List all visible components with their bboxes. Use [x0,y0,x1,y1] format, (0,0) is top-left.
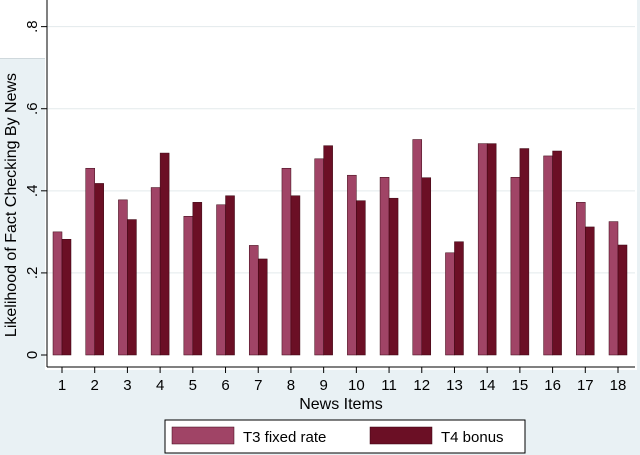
bar-t4-item-17 [585,226,595,356]
bar-t3-item-15 [510,177,521,356]
bar-t4-item-15 [519,148,530,356]
x-tick-label: 15 [512,377,529,394]
legend-swatch-t4 [369,426,433,445]
bar-t3-item-4 [150,187,161,356]
axes: 0.2.4.6.81 2 3 4 5 6 7 8 9 10 11 12 13 14 15 16 17 18 [24,0,635,394]
y-axis-label: Likelihood of Fact Checking By News [3,73,20,337]
y-tick-label: .8 [24,20,41,33]
bar-t4-item-2 [94,183,104,356]
x-tick-label: 4 [156,377,164,394]
bar-t3-item-6 [216,204,226,356]
x-tick-label: 9 [319,377,327,394]
bar-t4-item-6 [225,195,235,356]
bar-t4-item-18 [617,244,628,356]
bar-t4-item-4 [159,152,170,356]
y-tick-label: .4 [24,185,41,198]
bar-t4-item-12 [421,177,432,356]
x-tick-label: 12 [413,377,430,394]
x-tick-label: 8 [287,377,295,394]
x-tick-label: 10 [348,377,365,394]
bar-t4-item-3 [127,219,137,356]
x-tick-label: 18 [610,377,627,394]
bar-t4-item-13 [454,241,464,356]
bar-t4-item-1 [61,238,72,356]
legend-swatch-t3 [171,426,235,445]
legend-label-t4: T4 bonus [441,429,504,446]
bar-t4-item-7 [257,258,268,356]
bar-t4-item-10 [356,200,366,356]
bar-t3-item-14 [477,143,488,356]
bar-t3-item-16 [543,155,553,356]
bar-t4-item-9 [323,145,333,356]
x-tick-label: 7 [254,377,262,394]
bar-t3-item-12 [412,139,423,356]
bar-t3-item-3 [118,199,128,356]
bar-t4-item-14 [486,143,497,356]
x-tick-label: 3 [123,377,131,394]
bar-t3-item-1 [52,231,63,356]
x-tick-label: 2 [91,377,99,394]
y-tick-label: .2 [24,267,41,280]
plot-area [45,0,637,370]
x-tick-label: 14 [479,377,496,394]
x-tick-label: 6 [221,377,229,394]
bar-t4-item-5 [192,202,203,356]
bar-t3-item-11 [379,177,390,356]
bar-t3-item-9 [314,158,324,356]
bar-t3-item-5 [183,216,194,356]
legend-label-t3: T3 fixed rate [243,429,326,446]
bar-t3-item-2 [85,167,95,356]
legend: T3 fixed rate T4 bonus [164,419,526,454]
x-tick-label: 17 [577,377,594,394]
bar-t3-item-17 [576,202,586,356]
bar-t4-item-8 [290,195,301,356]
x-tick-label: 5 [189,377,197,394]
x-tick-label: 16 [544,377,561,394]
bar-t3-item-10 [347,174,357,356]
bar-t4-item-11 [388,197,399,356]
y-tick-label: 0 [24,351,41,359]
x-tick-label: 13 [446,377,463,394]
y-tick-label: .6 [24,102,41,115]
bar-t3-item-18 [608,221,619,356]
grid [47,26,635,274]
x-tick-label: 1 [58,377,66,394]
bar-t4-item-16 [552,150,562,356]
bar-t3-item-7 [248,245,259,356]
x-axis-label: News Items [299,396,383,413]
bars [52,139,628,356]
bar-t3-item-13 [445,252,455,356]
x-tick-label: 11 [381,377,397,394]
bar-t3-item-8 [281,167,292,356]
